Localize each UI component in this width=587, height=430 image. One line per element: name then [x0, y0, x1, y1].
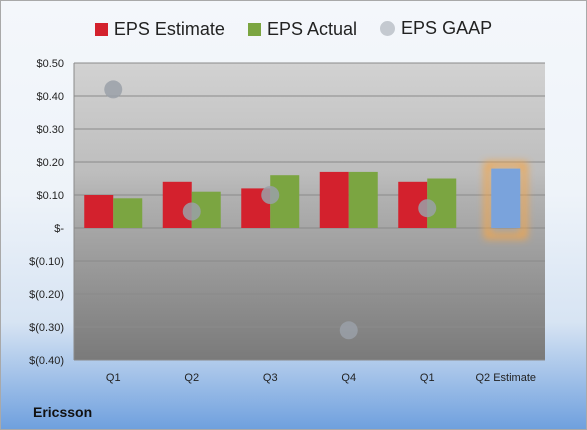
- legend-eps-actual: EPS Actual: [247, 19, 358, 40]
- legend-eps-estimate: EPS Estimate: [94, 19, 225, 40]
- y-tick-label: $(0.10): [29, 256, 64, 268]
- bar-eps-estimate: [319, 171, 349, 228]
- y-tick-label: $0.40: [36, 91, 64, 103]
- legend-eps-gaap: EPS GAAP: [380, 18, 492, 39]
- legend-label-gaap: EPS GAAP: [401, 18, 493, 38]
- x-tick-label: Q3: [263, 372, 278, 384]
- legend-label-actual: EPS Actual: [266, 19, 358, 39]
- x-tick-label: Q2 Estimate: [475, 372, 536, 384]
- y-tick-label: $0.10: [36, 190, 64, 202]
- y-tick-label: $0.30: [36, 124, 64, 136]
- legend-swatch-gaap: [380, 21, 396, 36]
- y-tick-label: $(0.40): [29, 355, 64, 367]
- point-eps-gaap: [339, 321, 358, 340]
- point-eps-gaap: [261, 186, 280, 204]
- y-tick-label: $0.50: [36, 58, 64, 70]
- bar-eps-estimate-highlight: [491, 168, 521, 228]
- x-tick-label: Q1: [420, 372, 435, 384]
- x-tick-label: Q4: [341, 372, 356, 384]
- point-eps-gaap: [182, 202, 201, 221]
- legend-swatch-estimate: [94, 23, 108, 36]
- bar-eps-actual: [348, 171, 378, 228]
- x-tick-label: Q1: [106, 372, 121, 384]
- bar-eps-estimate: [84, 195, 114, 228]
- chart-legend: EPS Estimate EPS Actual EPS GAAP: [1, 18, 586, 41]
- legend-label-estimate: EPS Estimate: [113, 19, 225, 39]
- point-eps-gaap: [418, 199, 437, 218]
- y-tick-label: $0.20: [36, 157, 64, 169]
- legend-swatch-actual: [247, 23, 261, 36]
- highlight-glow: [484, 161, 528, 240]
- plot-area: [74, 63, 545, 360]
- x-tick-label: Q2: [184, 372, 199, 384]
- y-tick-label: $(0.20): [29, 289, 64, 301]
- y-tick-label: $(0.30): [29, 322, 64, 334]
- y-tick-label: $-: [54, 223, 64, 235]
- point-eps-gaap: [104, 80, 123, 99]
- bar-eps-actual: [113, 198, 143, 228]
- company-name: Ericsson: [33, 404, 93, 420]
